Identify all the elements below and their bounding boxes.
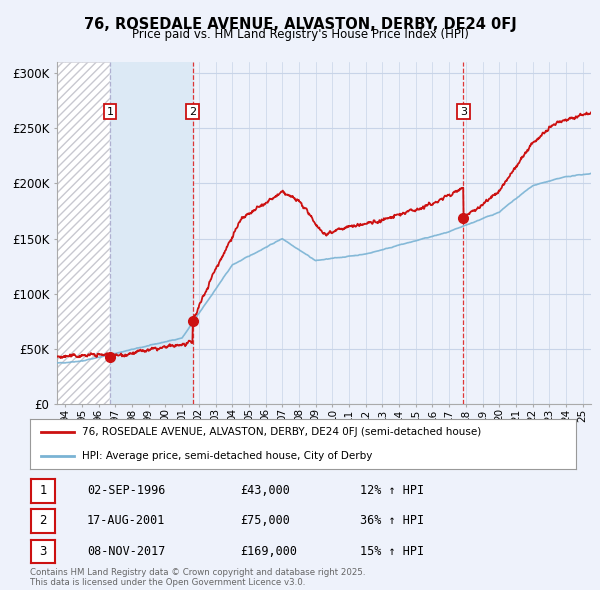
Text: 15% ↑ HPI: 15% ↑ HPI bbox=[360, 545, 424, 558]
Bar bbox=[110, 62, 193, 404]
Text: HPI: Average price, semi-detached house, City of Derby: HPI: Average price, semi-detached house,… bbox=[82, 451, 372, 461]
Text: 02-SEP-1996: 02-SEP-1996 bbox=[87, 484, 166, 497]
Bar bbox=[57, 62, 110, 404]
Text: £75,000: £75,000 bbox=[240, 514, 290, 527]
Text: 3: 3 bbox=[460, 107, 467, 117]
Bar bbox=[57, 62, 110, 404]
Text: 1: 1 bbox=[106, 107, 113, 117]
Text: Price paid vs. HM Land Registry's House Price Index (HPI): Price paid vs. HM Land Registry's House … bbox=[131, 28, 469, 41]
Text: £169,000: £169,000 bbox=[240, 545, 297, 558]
Text: 76, ROSEDALE AVENUE, ALVASTON, DERBY, DE24 0FJ: 76, ROSEDALE AVENUE, ALVASTON, DERBY, DE… bbox=[83, 17, 517, 31]
Text: £43,000: £43,000 bbox=[240, 484, 290, 497]
Text: 76, ROSEDALE AVENUE, ALVASTON, DERBY, DE24 0FJ (semi-detached house): 76, ROSEDALE AVENUE, ALVASTON, DERBY, DE… bbox=[82, 427, 481, 437]
Text: 2: 2 bbox=[40, 514, 47, 527]
Text: 3: 3 bbox=[40, 545, 47, 558]
Text: 1: 1 bbox=[40, 484, 47, 497]
Text: 17-AUG-2001: 17-AUG-2001 bbox=[87, 514, 166, 527]
Text: 08-NOV-2017: 08-NOV-2017 bbox=[87, 545, 166, 558]
Text: 36% ↑ HPI: 36% ↑ HPI bbox=[360, 514, 424, 527]
Text: Contains HM Land Registry data © Crown copyright and database right 2025.
This d: Contains HM Land Registry data © Crown c… bbox=[30, 568, 365, 587]
Text: 2: 2 bbox=[189, 107, 196, 117]
Text: 12% ↑ HPI: 12% ↑ HPI bbox=[360, 484, 424, 497]
